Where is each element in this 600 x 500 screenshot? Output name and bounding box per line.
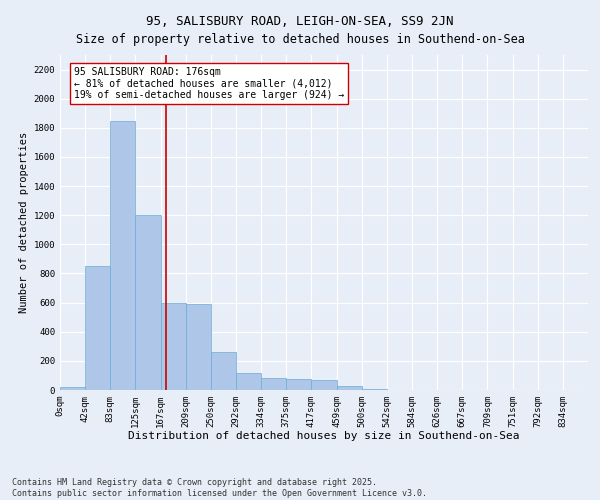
Y-axis label: Number of detached properties: Number of detached properties	[19, 132, 29, 313]
Bar	[85, 266, 110, 390]
Bar	[211, 352, 236, 390]
Bar	[311, 380, 337, 390]
Bar	[186, 304, 211, 390]
Text: Size of property relative to detached houses in Southend-on-Sea: Size of property relative to detached ho…	[76, 32, 524, 46]
Bar	[261, 378, 286, 390]
Bar	[60, 387, 85, 390]
Bar	[337, 386, 362, 390]
X-axis label: Distribution of detached houses by size in Southend-on-Sea: Distribution of detached houses by size …	[128, 432, 520, 442]
Bar	[161, 302, 186, 390]
Bar	[136, 215, 161, 390]
Bar	[110, 120, 136, 390]
Text: 95, SALISBURY ROAD, LEIGH-ON-SEA, SS9 2JN: 95, SALISBURY ROAD, LEIGH-ON-SEA, SS9 2J…	[146, 15, 454, 28]
Text: 95 SALISBURY ROAD: 176sqm
← 81% of detached houses are smaller (4,012)
19% of se: 95 SALISBURY ROAD: 176sqm ← 81% of detac…	[74, 66, 344, 100]
Text: Contains HM Land Registry data © Crown copyright and database right 2025.
Contai: Contains HM Land Registry data © Crown c…	[12, 478, 427, 498]
Bar	[236, 372, 261, 390]
Bar	[286, 379, 311, 390]
